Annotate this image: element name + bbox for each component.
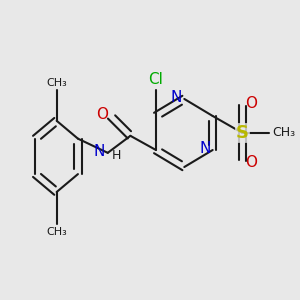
- Text: CH₃: CH₃: [272, 127, 295, 140]
- Text: N: N: [94, 144, 105, 159]
- Text: CH₃: CH₃: [46, 226, 67, 237]
- Text: H: H: [112, 149, 121, 162]
- Text: O: O: [96, 107, 108, 122]
- Text: CH₃: CH₃: [46, 78, 67, 88]
- Text: N: N: [171, 90, 182, 105]
- Text: N: N: [200, 141, 211, 156]
- Text: Cl: Cl: [148, 72, 164, 87]
- Text: S: S: [236, 124, 249, 142]
- Text: O: O: [245, 155, 257, 170]
- Text: O: O: [245, 96, 257, 111]
